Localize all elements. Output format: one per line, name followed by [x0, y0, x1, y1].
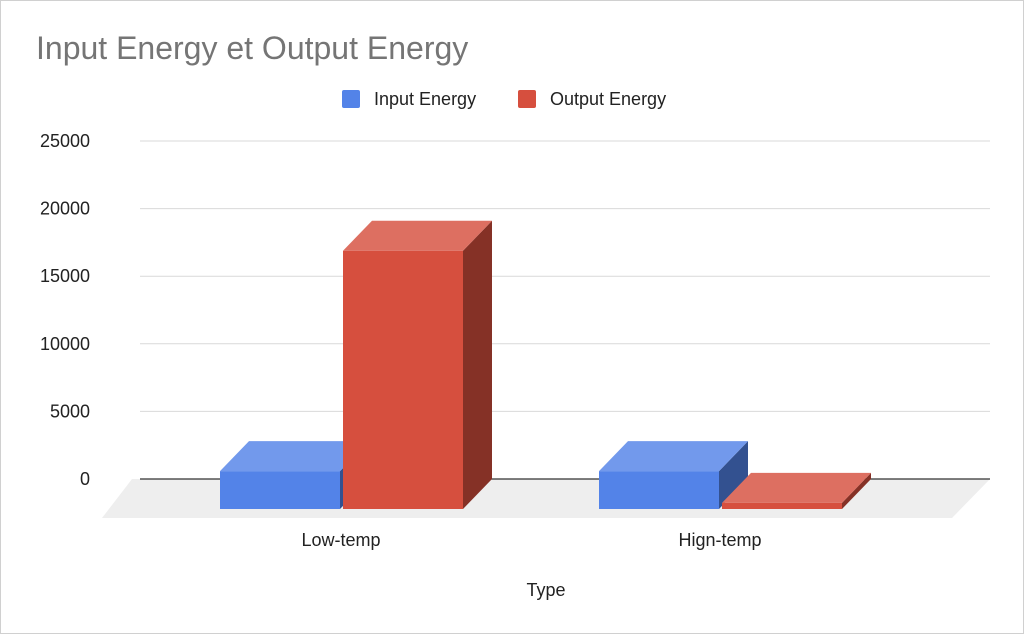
bar-input-energy-hign-temp[interactable]	[599, 441, 748, 509]
bar-front-face	[599, 471, 719, 509]
chart-legend: Input Energy Output Energy	[0, 87, 1024, 111]
legend-swatch-output-energy	[518, 90, 536, 108]
bar-side-face	[463, 220, 492, 509]
y-tick-label: 5000	[50, 401, 90, 421]
legend-label-input-energy: Input Energy	[374, 88, 477, 109]
legend-swatch-input-energy	[342, 90, 360, 108]
bar-output-energy-hign-temp[interactable]	[722, 472, 871, 509]
bar-top-face	[220, 441, 369, 472]
bar-front-face	[722, 502, 842, 509]
bar-top-face	[722, 472, 871, 503]
y-tick-label: 15000	[40, 266, 90, 286]
bar-top-face	[599, 441, 748, 472]
bar-output-energy-low-temp[interactable]	[343, 220, 492, 509]
y-tick-label: 20000	[40, 199, 90, 219]
bar-side-face	[719, 441, 748, 509]
legend-item-output-energy[interactable]: Output Energy	[518, 87, 666, 111]
legend-label-output-energy: Output Energy	[550, 88, 667, 109]
x-tick-label: Low-temp	[301, 530, 380, 550]
bar-front-face	[343, 250, 463, 509]
bar-top-face	[343, 220, 492, 251]
y-tick-label: 0	[80, 469, 90, 489]
x-tick-label: Hign-temp	[678, 530, 761, 550]
legend-item-input-energy[interactable]: Input Energy	[342, 87, 476, 111]
y-tick-label: 10000	[40, 334, 90, 354]
bar-front-face	[220, 471, 340, 509]
bar-side-face	[842, 472, 871, 509]
y-tick-label: 25000	[40, 131, 90, 151]
chart-title: Input Energy et Output Energy	[36, 30, 469, 66]
x-axis-title: Type	[526, 580, 565, 600]
